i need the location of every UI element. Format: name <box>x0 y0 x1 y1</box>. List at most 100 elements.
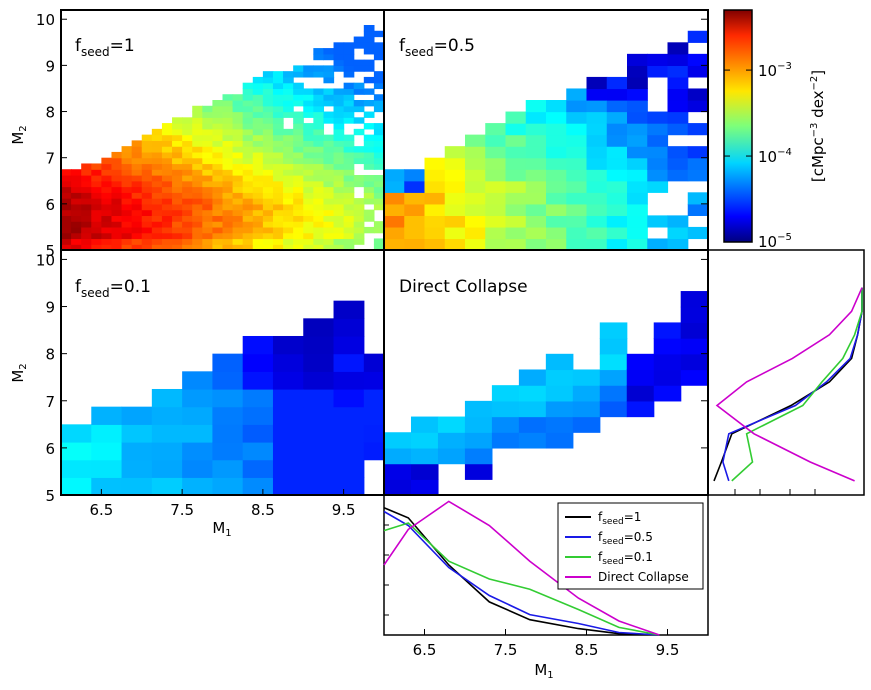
fseed-1-cell <box>303 163 314 170</box>
fseed-1-cell <box>373 53 384 61</box>
fseed-1-cell <box>252 163 264 170</box>
fseed-1-cell <box>121 192 133 199</box>
direct-collapse-cell <box>680 306 708 324</box>
fseed-1-cell <box>293 186 304 193</box>
fseed-1-cell <box>262 140 274 147</box>
fseed-1-cell <box>252 244 264 250</box>
fseed-0.5-cell <box>566 192 588 205</box>
fseed-1-cell <box>242 128 254 136</box>
fseed-1-cell <box>182 169 193 176</box>
fseed-1-cell <box>111 226 123 234</box>
fseed-1-cell <box>313 134 325 141</box>
fseed-1-cell <box>363 48 375 55</box>
fseed-1-cell <box>101 180 113 188</box>
fseed-0.5-cell <box>606 134 628 147</box>
fseed-1-cell <box>91 198 102 205</box>
fseed-1-cell <box>202 203 213 211</box>
fseed-1-cell <box>272 76 284 84</box>
fseed-1-cell <box>363 180 375 188</box>
fseed-0.5-cell <box>606 123 628 136</box>
heatmap-fseed-0.1 <box>61 300 384 495</box>
fseed-1-cell <box>272 140 284 147</box>
fseed-1-cell <box>212 226 224 234</box>
fseed-1-cell <box>202 180 213 188</box>
fseed-1-cell <box>313 123 325 130</box>
fseed-1-cell <box>242 151 254 159</box>
fseed-1-cell <box>353 128 365 136</box>
fseed-1-cell <box>212 244 224 250</box>
fseed-0.1-cell <box>61 459 92 478</box>
direct-collapse-cell <box>599 400 628 418</box>
fseed-1-cell <box>71 180 82 188</box>
fseed-1-cell <box>131 244 143 250</box>
fseed-1-cell <box>313 151 325 159</box>
fseed-0.5-cell <box>687 88 708 101</box>
fseed-1-cell <box>232 151 244 159</box>
fseed-0.5-cell <box>647 53 669 66</box>
y-tick-label: 5 <box>45 242 55 260</box>
fseed-1-cell <box>262 105 274 113</box>
fseed-1-cell <box>151 221 163 228</box>
fseed-0.1-cell <box>91 424 123 443</box>
fseed-1-cell <box>151 157 163 165</box>
fseed-1-cell <box>262 76 274 84</box>
fseed-0.5-cell <box>566 111 588 124</box>
direct-collapse-cell <box>437 447 466 465</box>
fseed-0.1-cell <box>182 477 214 495</box>
fseed-1-cell <box>202 186 213 193</box>
fseed-1-cell <box>333 192 345 199</box>
fseed-0.1-cell <box>212 424 244 443</box>
fseed-1-cell <box>343 157 355 165</box>
fseed-1-cell <box>202 163 213 170</box>
fseed-1-cell <box>232 123 244 130</box>
fseed-0.5-cell <box>627 134 648 147</box>
fseed-1-cell <box>283 203 294 211</box>
fseed-1-cell <box>71 192 82 199</box>
fseed-1-cell <box>151 146 163 153</box>
fseed-0.1-cell <box>182 459 214 478</box>
fseed-1-cell <box>293 169 304 176</box>
fseed-1-cell <box>172 198 183 205</box>
fseed-1-cell <box>363 123 375 130</box>
fseed-1-cell <box>303 100 314 107</box>
fseed-1-cell <box>131 221 143 228</box>
fseed-1-cell <box>313 209 325 216</box>
fseed-0.5-cell <box>627 88 648 101</box>
fseed-1-cell <box>161 186 173 193</box>
fseed-1-cell <box>272 157 284 165</box>
fseed-1-cell <box>202 175 213 182</box>
fseed-1-cell <box>262 71 274 78</box>
fseed-0.5-cell <box>586 203 608 216</box>
fseed-1-cell <box>272 100 284 107</box>
fseed-1-cell <box>242 100 254 107</box>
x-tick-label: 8.5 <box>251 501 275 519</box>
fseed-0.5-cell <box>606 215 628 228</box>
fseed-1-cell <box>262 151 274 159</box>
fseed-1-cell <box>242 221 254 228</box>
fseed-1-cell <box>172 163 183 170</box>
fseed-0.5-cell <box>627 180 648 193</box>
fseed-0.5-cell <box>465 180 486 193</box>
fseed-1-cell <box>151 209 163 216</box>
fseed-1-cell <box>242 215 254 222</box>
fseed-1-cell <box>222 94 234 101</box>
fseed-1-cell <box>242 88 254 95</box>
fseed-1-cell <box>222 209 234 216</box>
fseed-1-cell <box>283 221 294 228</box>
fseed-1-cell <box>192 232 203 240</box>
fseed-1-cell <box>343 192 355 199</box>
fseed-1-cell <box>313 215 325 222</box>
fseed-1-cell <box>283 134 294 141</box>
fseed-1-cell <box>293 180 304 188</box>
fseed-1-cell <box>61 244 72 250</box>
fseed-0.5-cell <box>566 100 588 113</box>
fseed-1-cell <box>232 146 244 153</box>
fseed-1-cell <box>343 169 355 176</box>
fseed-1-cell <box>333 59 345 66</box>
fseed-1-cell <box>323 157 335 165</box>
fseed-1-cell <box>293 175 304 182</box>
fseed-1-cell <box>272 88 284 95</box>
fseed-1-cell <box>222 128 234 136</box>
fseed-1-cell <box>252 192 264 199</box>
heatmap-fseed-0.5 <box>384 30 708 250</box>
